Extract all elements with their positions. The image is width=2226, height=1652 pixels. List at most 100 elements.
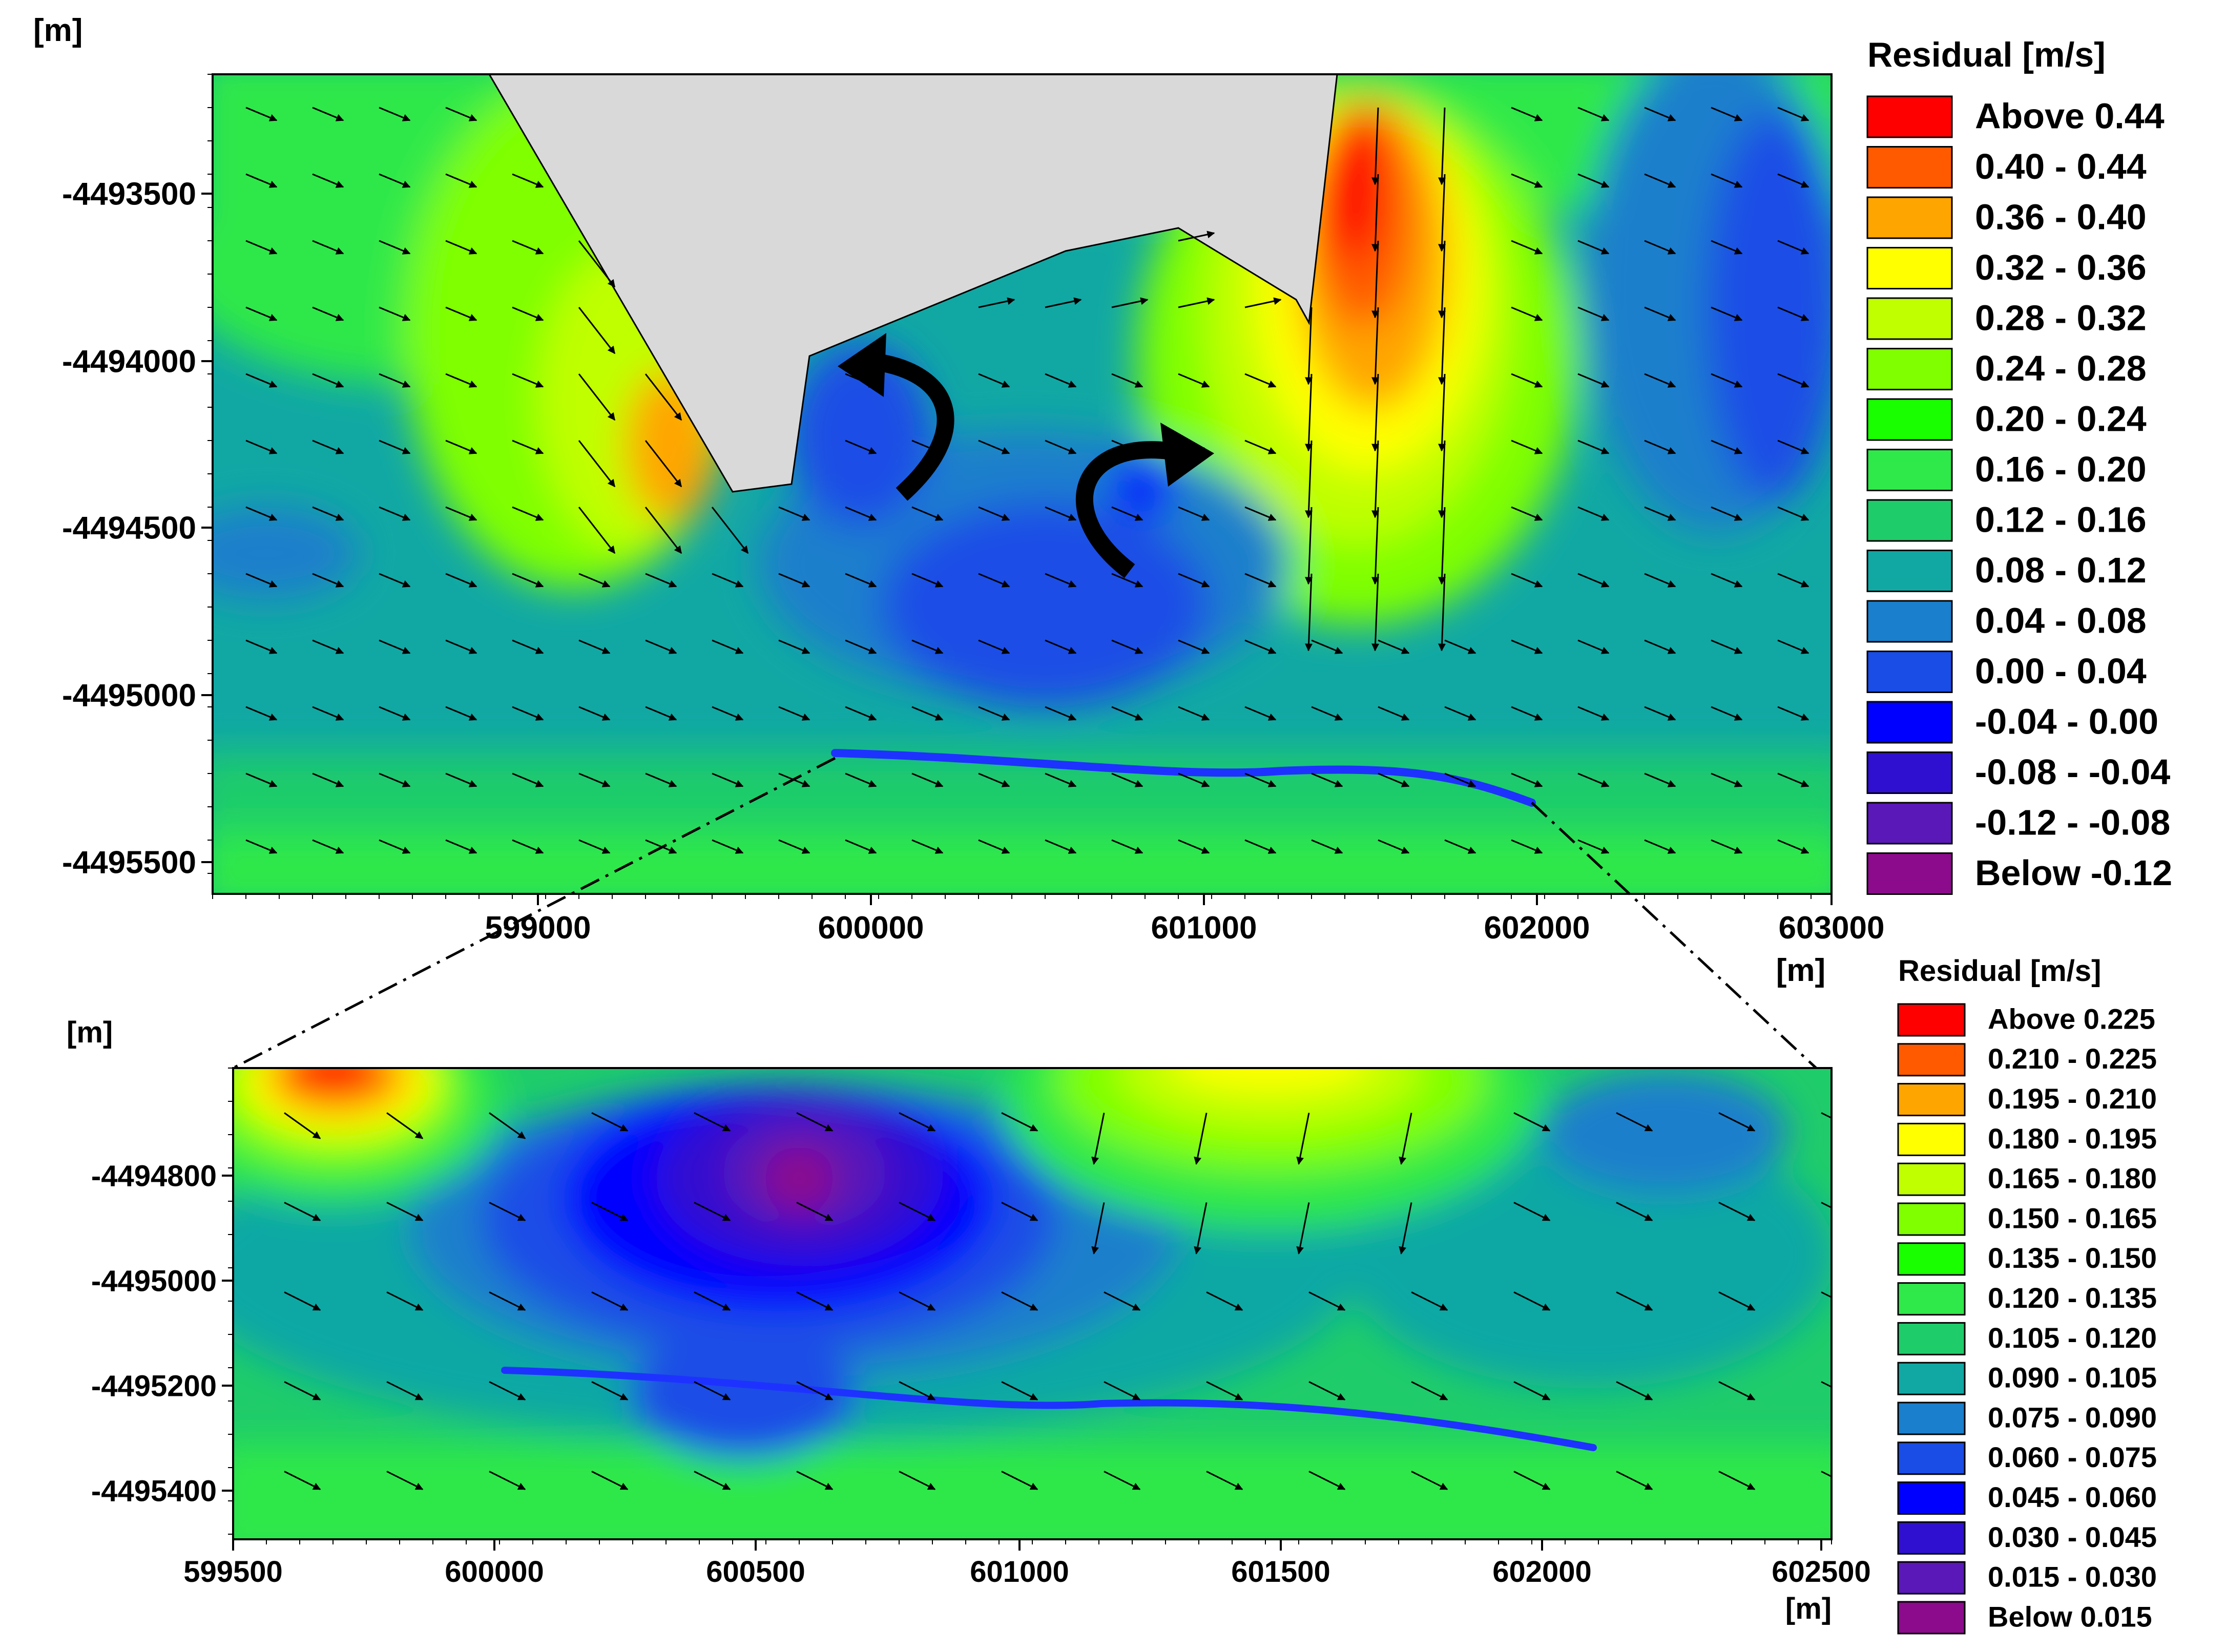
- legend-label: -0.08 - -0.04: [1975, 752, 2170, 792]
- vector-arrow: [1178, 573, 1210, 588]
- vector-arrow: [379, 306, 411, 321]
- legend-label: 0.165 - 0.180: [1988, 1162, 2157, 1195]
- vector-arrow: [379, 240, 411, 255]
- vector-arrow: [694, 1291, 731, 1311]
- transect-line-zoom: [501, 1367, 1597, 1451]
- vector-arrow: [694, 1381, 731, 1400]
- vector-arrow: [312, 173, 344, 188]
- legend-label: 0.28 - 0.32: [1975, 298, 2147, 338]
- vector-arrow: [1513, 1381, 1551, 1400]
- vector-arrow: [512, 573, 544, 588]
- vector-arrow: [1777, 639, 1809, 654]
- vector-arrow: [1511, 772, 1543, 787]
- top-legend: Residual [m/s] Above 0.44 0.40 - 0.44 0.36…: [1866, 35, 2172, 895]
- y-tick-label: -4493500: [62, 177, 196, 212]
- legend-swatch: [1897, 1402, 1966, 1435]
- legend-label: Below 0.015: [1988, 1600, 2152, 1633]
- legend-label: 0.20 - 0.24: [1975, 399, 2147, 438]
- top-axis-ticks: -4493500 -4494000 -4494500 -4495000 -4495500…: [62, 74, 1884, 946]
- vector-arrow: [1045, 573, 1077, 588]
- vector-arrow: [1411, 1471, 1448, 1490]
- vector-arrow: [1244, 373, 1277, 388]
- vector-arrow: [1311, 839, 1343, 854]
- vector-arrow: [284, 1291, 321, 1311]
- vector-arrow: [312, 373, 344, 388]
- vector-arrow: [1511, 573, 1543, 588]
- vector-arrow: [245, 240, 278, 255]
- vector-arrow: [1511, 107, 1543, 121]
- vector-arrow: [445, 506, 477, 521]
- vector-arrow: [379, 772, 411, 787]
- vector-arrow: [1577, 772, 1610, 787]
- legend-swatch: [1866, 297, 1953, 340]
- vector-arrow: [1513, 1202, 1551, 1221]
- vector-arrow: [1577, 706, 1610, 721]
- vector-arrow: [1244, 440, 1277, 454]
- vector-arrow: [978, 839, 1010, 854]
- vector-arrow: [1644, 772, 1676, 787]
- vector-arrow: [1711, 373, 1743, 388]
- vector-arrow: [1511, 839, 1543, 854]
- vector-arrow: [978, 297, 1015, 308]
- bottom-legend-title: Residual [m/s]: [1898, 954, 2101, 988]
- vector-arrow: [1577, 440, 1610, 454]
- vector-arrow: [1511, 240, 1543, 255]
- vector-arrow: [1644, 506, 1676, 521]
- vector-arrow: [591, 1112, 629, 1132]
- y-tick-label: -4494800: [91, 1159, 217, 1193]
- vector-arrow: [645, 639, 677, 654]
- vector-arrow: [1111, 772, 1143, 787]
- vector-arrow: [312, 573, 344, 588]
- x-tick-label: 601000: [1151, 910, 1257, 946]
- vector-arrow: [1444, 639, 1476, 654]
- vector-arrow: [1777, 706, 1809, 721]
- eddy-arrow-left: [869, 352, 954, 501]
- vector-arrow: [1718, 1202, 1756, 1221]
- vector-arrow: [1438, 240, 1446, 319]
- vector-arrow: [1178, 506, 1210, 521]
- legend-label: 0.32 - 0.36: [1975, 247, 2147, 287]
- vector-arrow: [845, 440, 877, 454]
- vector-arrow: [284, 1471, 321, 1490]
- vector-arrow: [1311, 639, 1343, 654]
- vector-arrow: [1104, 1291, 1141, 1311]
- legend-swatch: [1897, 1561, 1966, 1595]
- legend-swatch: [1866, 95, 1953, 138]
- vector-arrow: [512, 706, 544, 721]
- vector-arrow: [245, 573, 278, 588]
- legend-swatch: [1897, 1003, 1966, 1037]
- vector-arrow: [386, 1381, 424, 1400]
- legend-swatch: [1866, 751, 1953, 794]
- vector-arrow: [445, 706, 477, 721]
- vector-arrow: [1511, 373, 1543, 388]
- vector-arrow: [1104, 1381, 1141, 1400]
- y-tick-label: -4495400: [91, 1474, 217, 1508]
- vector-arrow: [1711, 639, 1743, 654]
- vector-arrow: [1444, 839, 1476, 854]
- vector-arrow: [1111, 506, 1143, 521]
- vector-arrow: [1777, 373, 1809, 388]
- x-tick-label: 600000: [445, 1555, 544, 1588]
- vector-arrow: [1111, 297, 1149, 308]
- vector-arrow: [1644, 573, 1676, 588]
- vector-arrow: [1371, 440, 1380, 518]
- legend-label: 0.12 - 0.16: [1975, 499, 2147, 539]
- bottom-axis-ticks: -4494800 -4495000 -4495200 -4495400 599500 60…: [91, 1068, 1871, 1588]
- bottom-map: [m]: [67, 1016, 1871, 1625]
- vector-arrow: [1178, 373, 1210, 388]
- eddy-arrow-right: [1076, 441, 1169, 578]
- vector-arrow: [645, 573, 677, 588]
- vector-arrow: [845, 772, 877, 787]
- legend-swatch: [1866, 550, 1953, 592]
- legend-label: 0.195 - 0.210: [1988, 1082, 2157, 1115]
- vector-arrow: [911, 772, 944, 787]
- vector-arrow: [1371, 107, 1380, 185]
- vector-arrow: [445, 240, 477, 255]
- vector-arrow: [1371, 573, 1380, 652]
- vector-arrow: [1777, 240, 1809, 255]
- vector-arrow: [845, 706, 877, 721]
- transect-line: [831, 749, 1536, 807]
- legend-swatch: [1866, 499, 1953, 542]
- vector-arrow: [1045, 772, 1077, 787]
- vector-arrow: [512, 639, 544, 654]
